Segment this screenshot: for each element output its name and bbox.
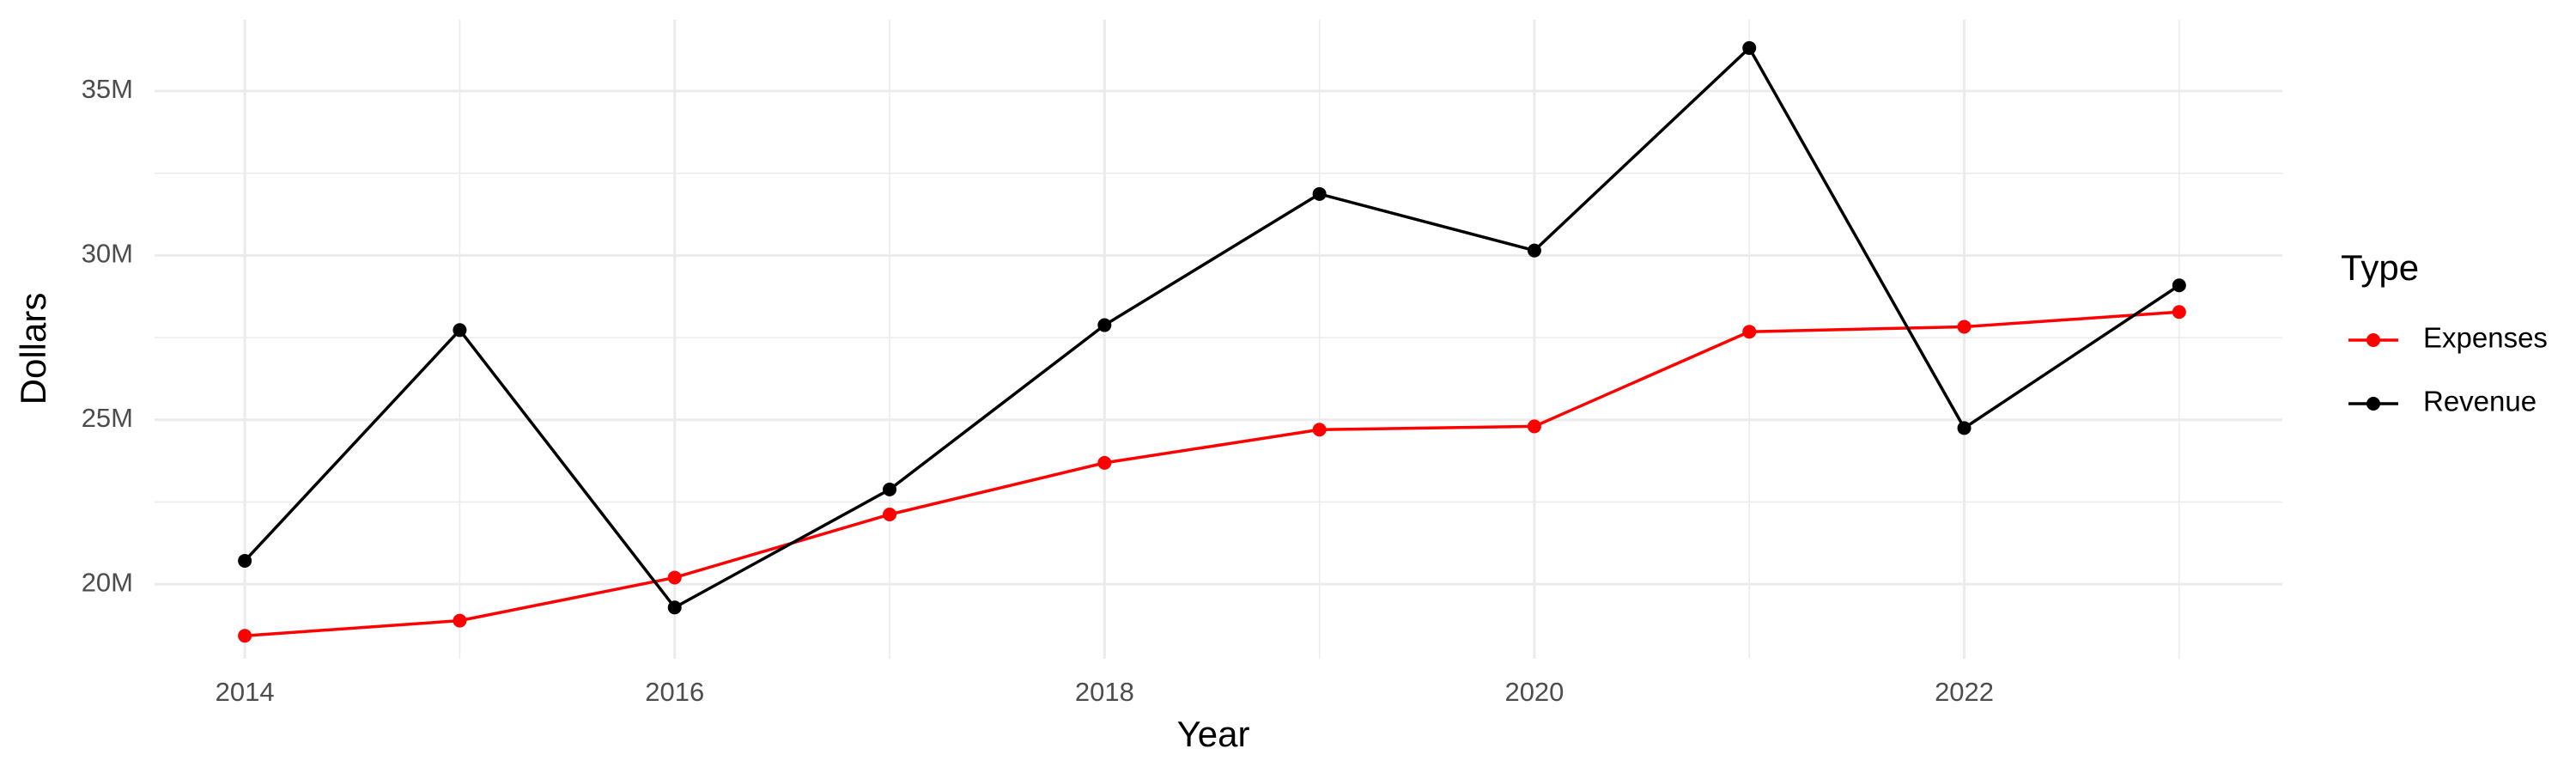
legend-title: Type [2341,247,2419,288]
data-point [1097,455,1112,470]
data-point [453,613,467,628]
data-point [1312,186,1327,201]
data-point [883,482,897,496]
data-point [1527,243,1541,258]
y-tick-label: 35M [82,74,133,104]
x-tick-label: 2014 [216,677,275,707]
data-point [1097,318,1112,332]
legend-key-point [2366,397,2380,411]
data-point [1527,419,1541,434]
data-point [453,323,467,338]
data-point [238,629,252,643]
x-tick-label: 2018 [1075,677,1134,707]
x-tick-label: 2016 [645,677,704,707]
legend-label: Expenses [2423,322,2548,354]
legend-label: Revenue [2423,386,2537,417]
data-point [2172,278,2186,293]
legend-key-point [2366,333,2380,347]
x-tick-label: 2022 [1935,677,1994,707]
data-point [1742,325,1757,339]
data-point [1312,423,1327,437]
data-point [1957,320,1971,334]
y-tick-label: 30M [82,239,133,269]
data-point [1957,421,1971,435]
data-point [1742,40,1757,55]
data-point [667,570,682,585]
y-tick-label: 25M [82,403,133,433]
y-tick-label: 20M [82,567,133,597]
data-point [2172,305,2186,320]
series-line [245,310,2179,637]
data-point [238,553,252,568]
data-point [883,507,897,521]
y-axis-title: Dollars [13,293,53,405]
x-tick-label: 2020 [1504,677,1564,707]
series-line [243,46,2180,610]
data-point [667,600,682,615]
x-axis-title: Year [1177,714,1250,754]
